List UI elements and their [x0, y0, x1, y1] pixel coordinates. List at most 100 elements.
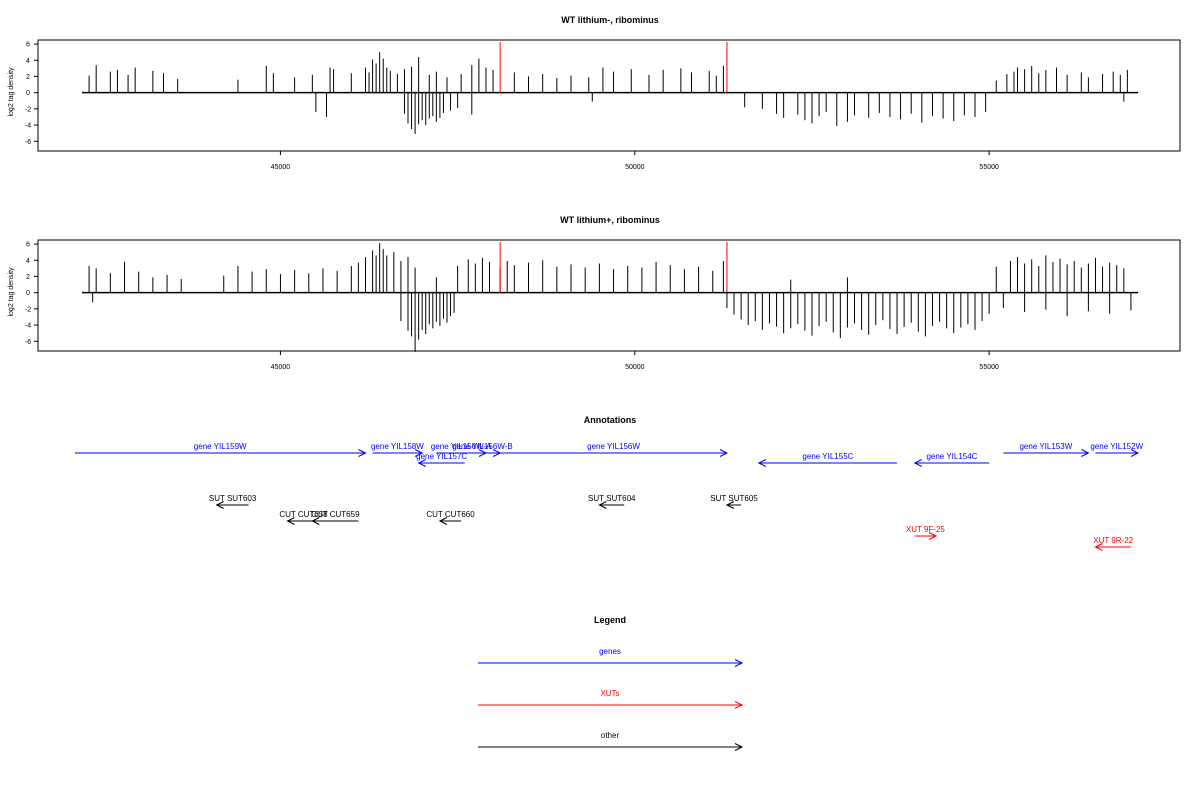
- plot-title: WT lithium-, ribominus: [561, 15, 659, 25]
- density-bars: [88, 243, 1132, 352]
- plot-panel-lithium-minus: WT lithium-, ribominus log2 tag density …: [8, 15, 1181, 171]
- feature-label: gene YIL155C: [802, 452, 853, 461]
- feature-label: SUT SUT603: [209, 494, 257, 503]
- y-tick-label: 6: [26, 242, 30, 249]
- annotations-panel: Annotations gene YIL159W gene YIL158Wgene…: [74, 415, 1144, 551]
- y-tick-label: 2: [26, 274, 30, 281]
- y-axis: -6 -4 -2 0 2 4 6: [25, 242, 38, 346]
- y-tick-label: 2: [26, 74, 30, 81]
- x-tick-label: 45000: [271, 364, 291, 371]
- feature-arrow: XUT 9F-25: [906, 525, 946, 540]
- legend-entry: genes: [478, 647, 744, 667]
- arrow-head: [734, 743, 744, 751]
- arrow-head: [757, 459, 767, 467]
- arrow-head: [311, 517, 320, 525]
- legend-label: genes: [599, 647, 621, 656]
- legend-entries: genes XUTs other: [478, 647, 744, 751]
- arrow-head: [286, 517, 295, 525]
- region-markers: [499, 242, 728, 293]
- feature-arrow: XUT 9R-22: [1093, 536, 1134, 551]
- feature-arrow: gene YIL153W: [1003, 442, 1090, 457]
- y-tick-label: 4: [26, 258, 30, 265]
- density-bars: [88, 52, 1128, 134]
- plot-title: WT lithium+, ribominus: [560, 215, 660, 225]
- plot-panel-lithium-plus: WT lithium+, ribominus log2 tag density …: [8, 215, 1181, 371]
- feature-arrow: gene YIL159W: [74, 442, 367, 457]
- feature-label: SUT SUT604: [588, 494, 636, 503]
- arrow-head: [1081, 449, 1090, 457]
- arrow-head: [215, 501, 224, 509]
- arrow-head: [725, 501, 735, 509]
- y-tick-label: -4: [25, 123, 31, 130]
- arrow-head: [719, 449, 729, 457]
- feature-label: gene YIL156W: [587, 442, 640, 451]
- feature-arrow: gene YIL156W: [500, 442, 729, 457]
- plot-frame: [37, 239, 1181, 352]
- y-tick-label: 0: [26, 90, 30, 97]
- y-tick-label: -4: [25, 323, 31, 330]
- legend-label: other: [601, 731, 620, 740]
- feature-label: gene YIL154C: [926, 452, 977, 461]
- legend-panel: Legend genes XUTs other: [478, 615, 744, 751]
- arrow-head: [928, 532, 938, 540]
- arrow-head: [358, 449, 367, 457]
- y-tick-label: 0: [26, 290, 30, 297]
- x-tick-label: 50000: [625, 164, 645, 171]
- feature-arrow: gene YIL152W: [1090, 442, 1144, 457]
- feature-arrow: SUT SUT605: [710, 494, 758, 509]
- feature-label: CUT CUT659: [311, 510, 360, 519]
- feature-label: gene YIL153W: [1019, 442, 1072, 451]
- feature-label: XUT 9R-22: [1093, 536, 1133, 545]
- feature-label: CUT CUT660: [426, 510, 475, 519]
- y-tick-label: 4: [26, 58, 30, 65]
- feature-label: gene YIL156W-B: [452, 442, 513, 451]
- arrow-head: [1094, 543, 1103, 551]
- x-tick-label: 55000: [979, 364, 999, 371]
- arrow-head: [417, 459, 426, 467]
- feature-arrow: CUT CUT659: [311, 510, 360, 525]
- annotations-title: Annotations: [584, 415, 637, 425]
- feature-label: gene YIL152W: [1090, 442, 1143, 451]
- feature-label: XUT 9F-25: [906, 525, 946, 534]
- feature-label: gene YIL158W: [371, 442, 424, 451]
- arrow-head: [734, 659, 744, 667]
- x-tick-label: 50000: [625, 364, 645, 371]
- feature-label: CUT CUT658: [279, 510, 328, 519]
- arrow-head: [1130, 449, 1140, 457]
- legend-entry: XUTs: [478, 689, 744, 709]
- x-axis: 45000 50000 55000: [271, 151, 999, 171]
- y-tick-label: 6: [26, 42, 30, 49]
- feature-label: gene YIL156W-A: [431, 442, 492, 451]
- y-axis: -6 -4 -2 0 2 4 6: [25, 42, 38, 146]
- x-tick-label: 55000: [979, 164, 999, 171]
- feature-label: gene YIL159W: [194, 442, 247, 451]
- feature-arrow: gene YIL155C: [757, 452, 898, 467]
- arrow-head: [913, 459, 922, 467]
- y-axis-label: log2 tag density: [8, 67, 15, 117]
- feature-arrow: SUT SUT603: [209, 494, 257, 509]
- legend-title: Legend: [594, 615, 626, 625]
- feature-arrow: gene YIL154C: [913, 452, 990, 467]
- y-tick-label: -6: [25, 139, 31, 146]
- feature-arrow: gene YIL157C: [416, 452, 467, 467]
- feature-label: gene YIL157C: [416, 452, 467, 461]
- arrow-head: [438, 517, 448, 525]
- arrow-head: [734, 701, 744, 709]
- y-tick-label: -2: [25, 106, 31, 113]
- y-tick-label: -2: [25, 306, 31, 313]
- feature-arrow: SUT SUT604: [588, 494, 636, 509]
- y-tick-label: -6: [25, 339, 31, 346]
- feature-arrow: gene YIL158W: [371, 442, 424, 457]
- feature-label: SUT SUT605: [710, 494, 758, 503]
- y-axis-label: log2 tag density: [8, 267, 15, 317]
- legend-label: XUTs: [600, 689, 619, 698]
- legend-entry: other: [478, 731, 744, 751]
- feature-arrow: CUT CUT660: [426, 510, 475, 525]
- region-markers: [499, 42, 728, 93]
- arrow-head: [414, 449, 424, 457]
- x-tick-label: 45000: [271, 164, 291, 171]
- x-axis: 45000 50000 55000: [271, 351, 999, 371]
- arrow-head: [598, 501, 607, 509]
